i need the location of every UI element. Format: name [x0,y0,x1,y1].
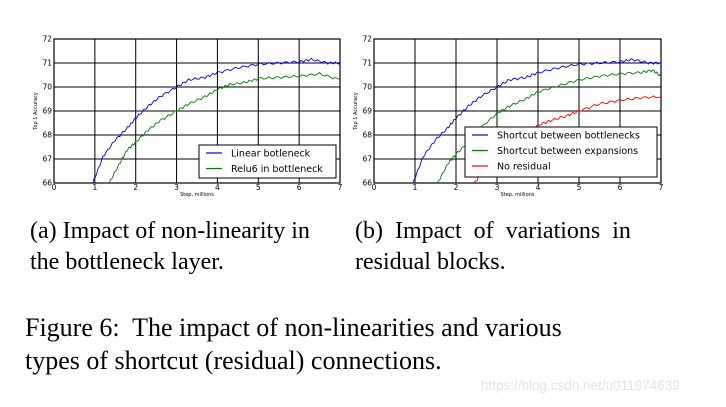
x-tick-label: 1 [413,183,418,192]
x-tick-label: 7 [338,183,343,192]
plot-frame [373,38,662,184]
y-tick-label: 71 [42,59,52,68]
legend: Shortcut between bottlenecks Shortcut bet… [464,126,658,178]
series-line [92,57,341,184]
figure-caption: Figure 6: The impact of non-linearities … [25,311,562,377]
y-axis-label: Top 1 Accuracy [33,92,39,131]
x-tick-label: 2 [133,183,138,192]
x-tick-label: 1 [92,183,97,192]
x-axis-label: Step, millions [180,192,214,198]
x-tick-label: 3 [495,183,500,192]
caption-a: (a) Impact of non-linearity in the bottl… [30,216,310,278]
y-tick-label: 66 [42,179,52,188]
y-tick-label: 68 [42,131,52,140]
x-tick-label: 3 [174,183,179,192]
legend: Linear botleneck Relu6 in bottleneck [198,144,337,179]
series-line [437,69,662,183]
y-tick-label: 68 [362,131,372,140]
legend-label: Shortcut between expansions [497,146,638,157]
plot-frame [53,38,341,184]
x-tick-label: 6 [297,183,302,192]
caption-a-line1: (a) Impact of non-linearity in [30,218,310,244]
x-tick-label: 4 [215,183,220,192]
caption-b-line1: (b) Impact of variations in [355,218,631,244]
y-tick-label: 69 [362,107,372,116]
y-tick-label: 66 [362,179,372,188]
y-axis-label: Top 1 Accuracy [353,92,359,131]
y-tick-label: 69 [42,107,52,116]
legend-label: Linear botleneck [231,149,311,160]
x-tick-label: 0 [372,183,377,192]
x-tick-label: 0 [52,183,57,192]
x-axis-label: Step, millions [501,192,535,198]
x-tick-label: 4 [536,183,541,192]
series-line [412,58,662,183]
x-tick-label: 5 [256,183,261,192]
caption-b: (b) Impact of variations in residual blo… [355,216,631,278]
y-tick-label: 70 [42,83,52,92]
x-tick-label: 7 [659,183,664,192]
series-line [108,72,341,184]
y-tick-label: 67 [362,155,372,164]
legend-label: Relu6 in bottleneck [231,164,323,175]
x-tick-label: 5 [577,183,582,192]
watermark: https://blog.csdn.net/u011974639 [481,378,680,393]
y-tick-label: 72 [42,35,52,44]
legend-label: No residual [497,162,551,173]
caption-a-line2: the bottleneck layer. [30,249,224,275]
x-tick-label: 2 [454,183,459,192]
y-tick-label: 71 [362,59,372,68]
caption-b-line2: residual blocks. [355,249,506,275]
legend-label: Shortcut between bottlenecks [497,131,640,142]
figure-caption-line1: Figure 6: The impact of non-linearities … [25,313,562,342]
y-tick-label: 67 [42,155,52,164]
x-tick-label: 6 [618,183,623,192]
y-tick-label: 70 [362,83,372,92]
figure-caption-line2: types of shortcut (residual) connections… [25,346,442,375]
y-tick-label: 72 [362,35,372,44]
